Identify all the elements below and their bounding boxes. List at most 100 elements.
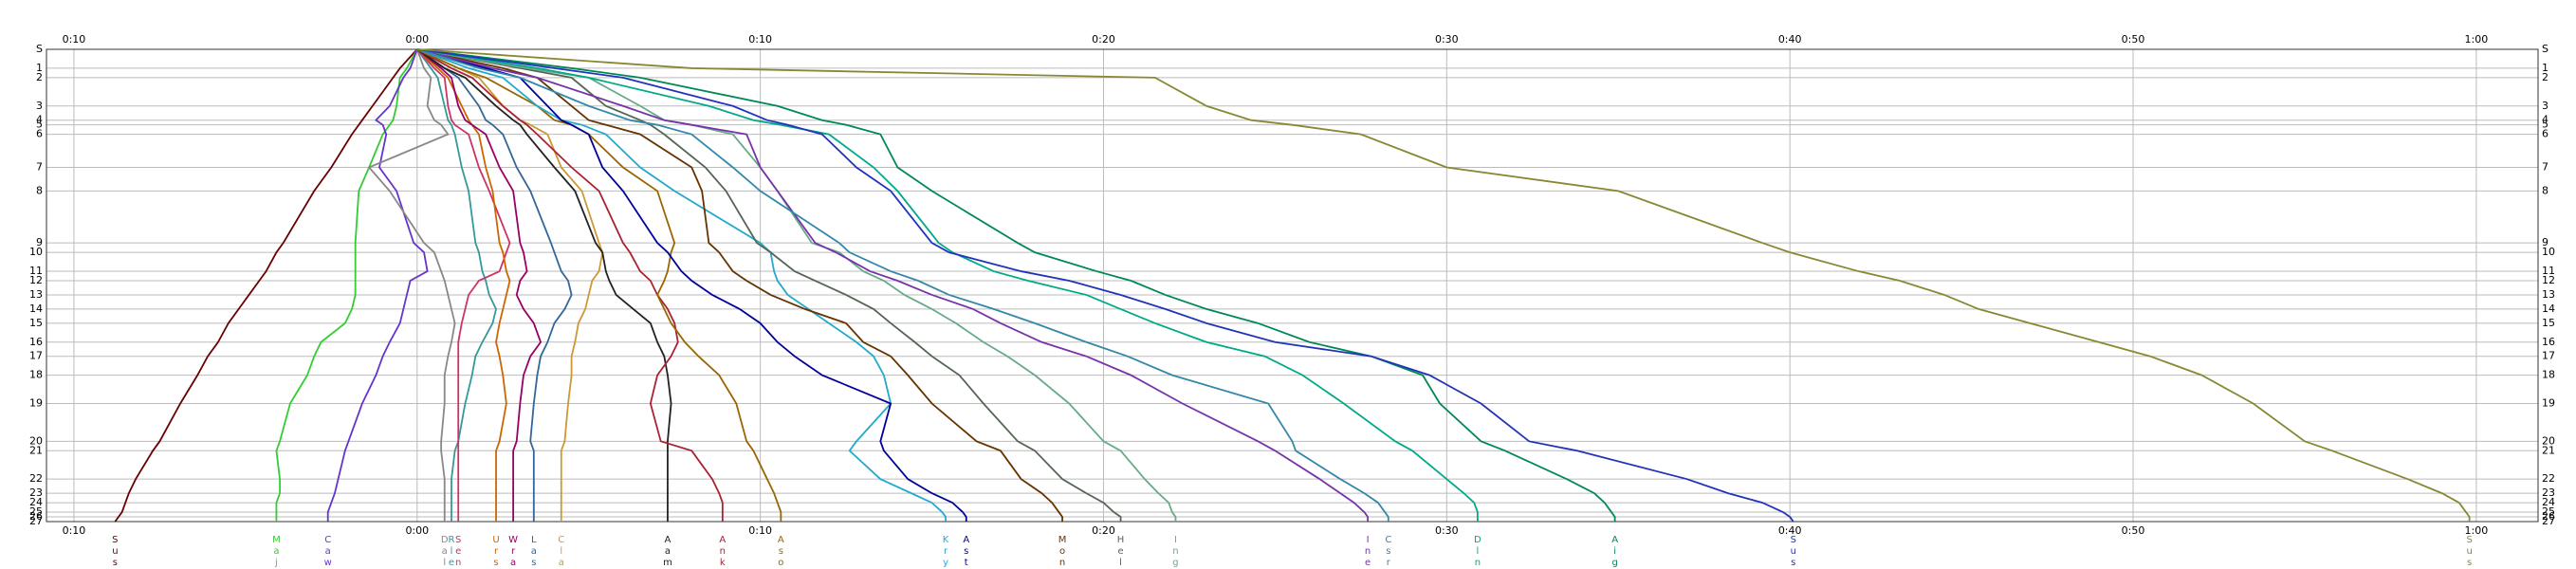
- series-line: [416, 48, 1616, 522]
- y-tick-label: 25: [29, 505, 43, 518]
- series-label: Rle: [446, 535, 456, 569]
- series-label: Hel: [1115, 535, 1126, 569]
- y-tick-label: 1: [2542, 62, 2548, 74]
- x-tick-label: 0:00: [405, 33, 429, 46]
- y-tick-label: 3: [36, 100, 43, 112]
- series-line: [416, 48, 511, 522]
- y-tick-label: 24: [29, 496, 43, 508]
- series-label: Mon: [1058, 535, 1068, 569]
- y-tick-label: 10: [29, 246, 43, 258]
- series-line: [326, 48, 429, 522]
- series-line: [416, 48, 497, 522]
- series-line: [416, 48, 672, 522]
- y-tick-label: 21: [29, 444, 43, 456]
- y-tick-label: 16: [29, 336, 43, 348]
- series-line: [416, 48, 1479, 522]
- x-tick-label: 0:10: [748, 33, 772, 46]
- x-tick-label: 0:00: [405, 524, 429, 537]
- x-tick-label: 0:20: [1092, 524, 1115, 537]
- x-tick-label: 0:10: [748, 524, 772, 537]
- y-tick-label: 21: [2542, 444, 2555, 456]
- series-label: Csr: [1383, 535, 1393, 569]
- y-tick-label: 11: [29, 265, 43, 277]
- x-tick-label: 0:40: [1778, 524, 1802, 537]
- series-line: [416, 48, 967, 522]
- y-tick-label: 7: [36, 161, 43, 174]
- series-label: Caw: [322, 535, 333, 569]
- y-tick-label: 18: [2542, 369, 2555, 381]
- y-tick-label: 18: [29, 369, 43, 381]
- series-line: [416, 48, 724, 522]
- series-label: Ast: [961, 535, 971, 569]
- y-tick-label: 9: [2542, 236, 2548, 248]
- y-tick-label: 1: [36, 62, 43, 74]
- series-label: Dal: [439, 535, 450, 569]
- y-tick-label: 10: [2542, 246, 2555, 258]
- y-tick-label: 17: [29, 350, 43, 362]
- y-tick-label: 6: [2542, 128, 2548, 140]
- y-tick-label: 3: [2542, 100, 2548, 112]
- y-tick-label: 16: [2542, 336, 2555, 348]
- y-tick-label: 13: [2542, 288, 2555, 301]
- x-tick-label: 0:10: [63, 524, 86, 537]
- series-line: [416, 48, 573, 522]
- y-tick-label: 23: [2542, 486, 2555, 499]
- series-label: Ank: [717, 535, 727, 569]
- series-label: Sen: [453, 535, 464, 569]
- y-tick-label: 25: [2542, 505, 2555, 518]
- series-line: [416, 48, 1389, 522]
- y-tick-label: S: [2542, 43, 2548, 55]
- x-tick-label: 0:50: [2122, 33, 2145, 46]
- y-tick-label: 7: [2542, 161, 2548, 174]
- y-tick-label: 22: [2542, 472, 2555, 485]
- series-line: [416, 48, 782, 522]
- x-tick-label: 0:20: [1092, 33, 1115, 46]
- series-line: [416, 48, 2471, 522]
- y-tick-label: 5: [36, 119, 43, 131]
- series-line: [416, 48, 543, 522]
- series-label: Sus: [2464, 535, 2475, 569]
- y-tick-label: 19: [29, 397, 43, 410]
- y-tick-label: 24: [2542, 496, 2555, 508]
- series-label: Aig: [1610, 535, 1620, 569]
- x-tick-label: 1:00: [2465, 524, 2489, 537]
- y-tick-label: 8: [36, 184, 43, 196]
- series-line: [416, 48, 1370, 522]
- x-tick-label: 0:40: [1778, 33, 1802, 46]
- x-tick-label: 0:30: [1435, 524, 1459, 537]
- y-tick-label: 13: [29, 288, 43, 301]
- y-tick-label: 20: [2542, 434, 2555, 447]
- y-tick-label: 14: [29, 303, 43, 315]
- y-tick-label: 27: [29, 515, 43, 527]
- series-label: Aam: [662, 535, 672, 569]
- y-tick-label: 11: [2542, 265, 2555, 277]
- series-label: Sus: [1788, 535, 1798, 569]
- series-line: [114, 48, 418, 523]
- y-tick-label: 26: [29, 510, 43, 523]
- x-tick-label: 0:30: [1435, 33, 1459, 46]
- series-line: [416, 48, 1063, 522]
- series-line: [367, 48, 456, 522]
- y-tick-label: 4: [36, 114, 43, 126]
- y-tick-label: 26: [2542, 510, 2555, 523]
- series-label: Aso: [776, 535, 786, 569]
- y-tick-label: 5: [2542, 119, 2548, 131]
- y-tick-label: 20: [29, 434, 43, 447]
- y-tick-label: 2: [2542, 71, 2548, 83]
- y-tick-label: 22: [29, 472, 43, 485]
- series-label: Kry: [941, 535, 951, 569]
- series-label: Wra: [508, 535, 519, 569]
- y-tick-label: 6: [36, 128, 43, 140]
- series-line: [416, 48, 1794, 523]
- y-tick-label: 23: [29, 486, 43, 499]
- series-line: [275, 48, 418, 522]
- y-tick-label: 14: [2542, 303, 2555, 315]
- series-label: Ing: [1170, 535, 1181, 569]
- series-label: Urs: [491, 535, 502, 569]
- series-label: Sus: [110, 535, 120, 569]
- y-tick-label: 27: [2542, 515, 2555, 527]
- series-line: [416, 48, 604, 522]
- y-tick-label: S: [36, 43, 43, 55]
- series-label: Las: [528, 535, 539, 569]
